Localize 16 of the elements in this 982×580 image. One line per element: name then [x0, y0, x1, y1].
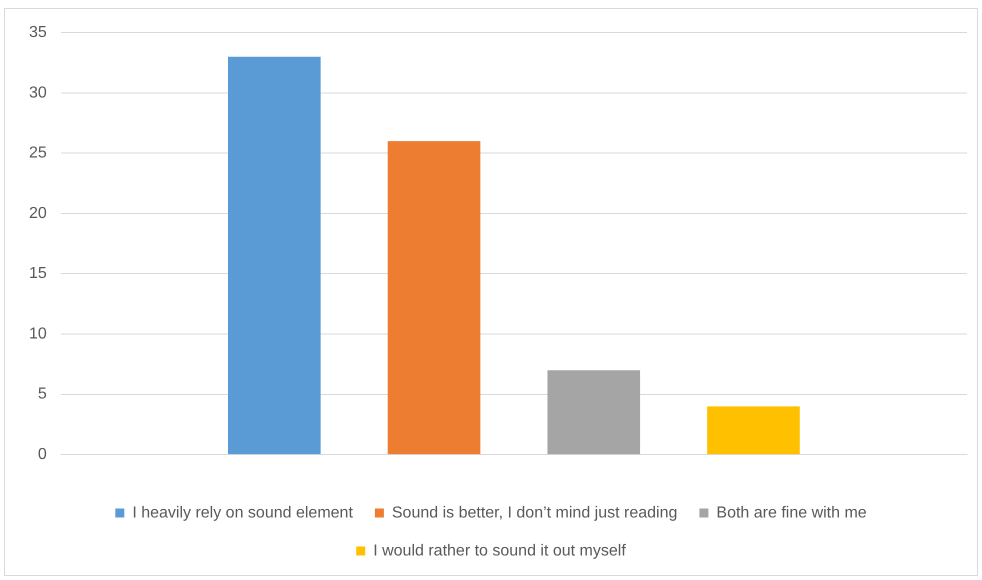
legend-label: I heavily rely on sound element	[132, 504, 354, 522]
y-tick-label: 25	[29, 144, 47, 162]
y-tick-label: 15	[29, 265, 47, 282]
bar	[707, 406, 800, 454]
y-tick-label: 20	[29, 204, 47, 222]
y-tick-label: 5	[38, 386, 47, 403]
y-tick-label: 0	[38, 446, 47, 464]
legend-label: Sound is better, I don’t mind just reading	[392, 504, 678, 522]
legend-label: I would rather to sound it out myself	[373, 542, 626, 560]
bar	[547, 370, 640, 454]
bar	[228, 56, 321, 454]
y-tick-label: 10	[29, 325, 47, 342]
legend-label: Both are fine with me	[716, 504, 867, 522]
bar	[388, 141, 480, 454]
y-tick-label: 30	[29, 84, 47, 102]
y-tick-label: 35	[29, 24, 47, 42]
